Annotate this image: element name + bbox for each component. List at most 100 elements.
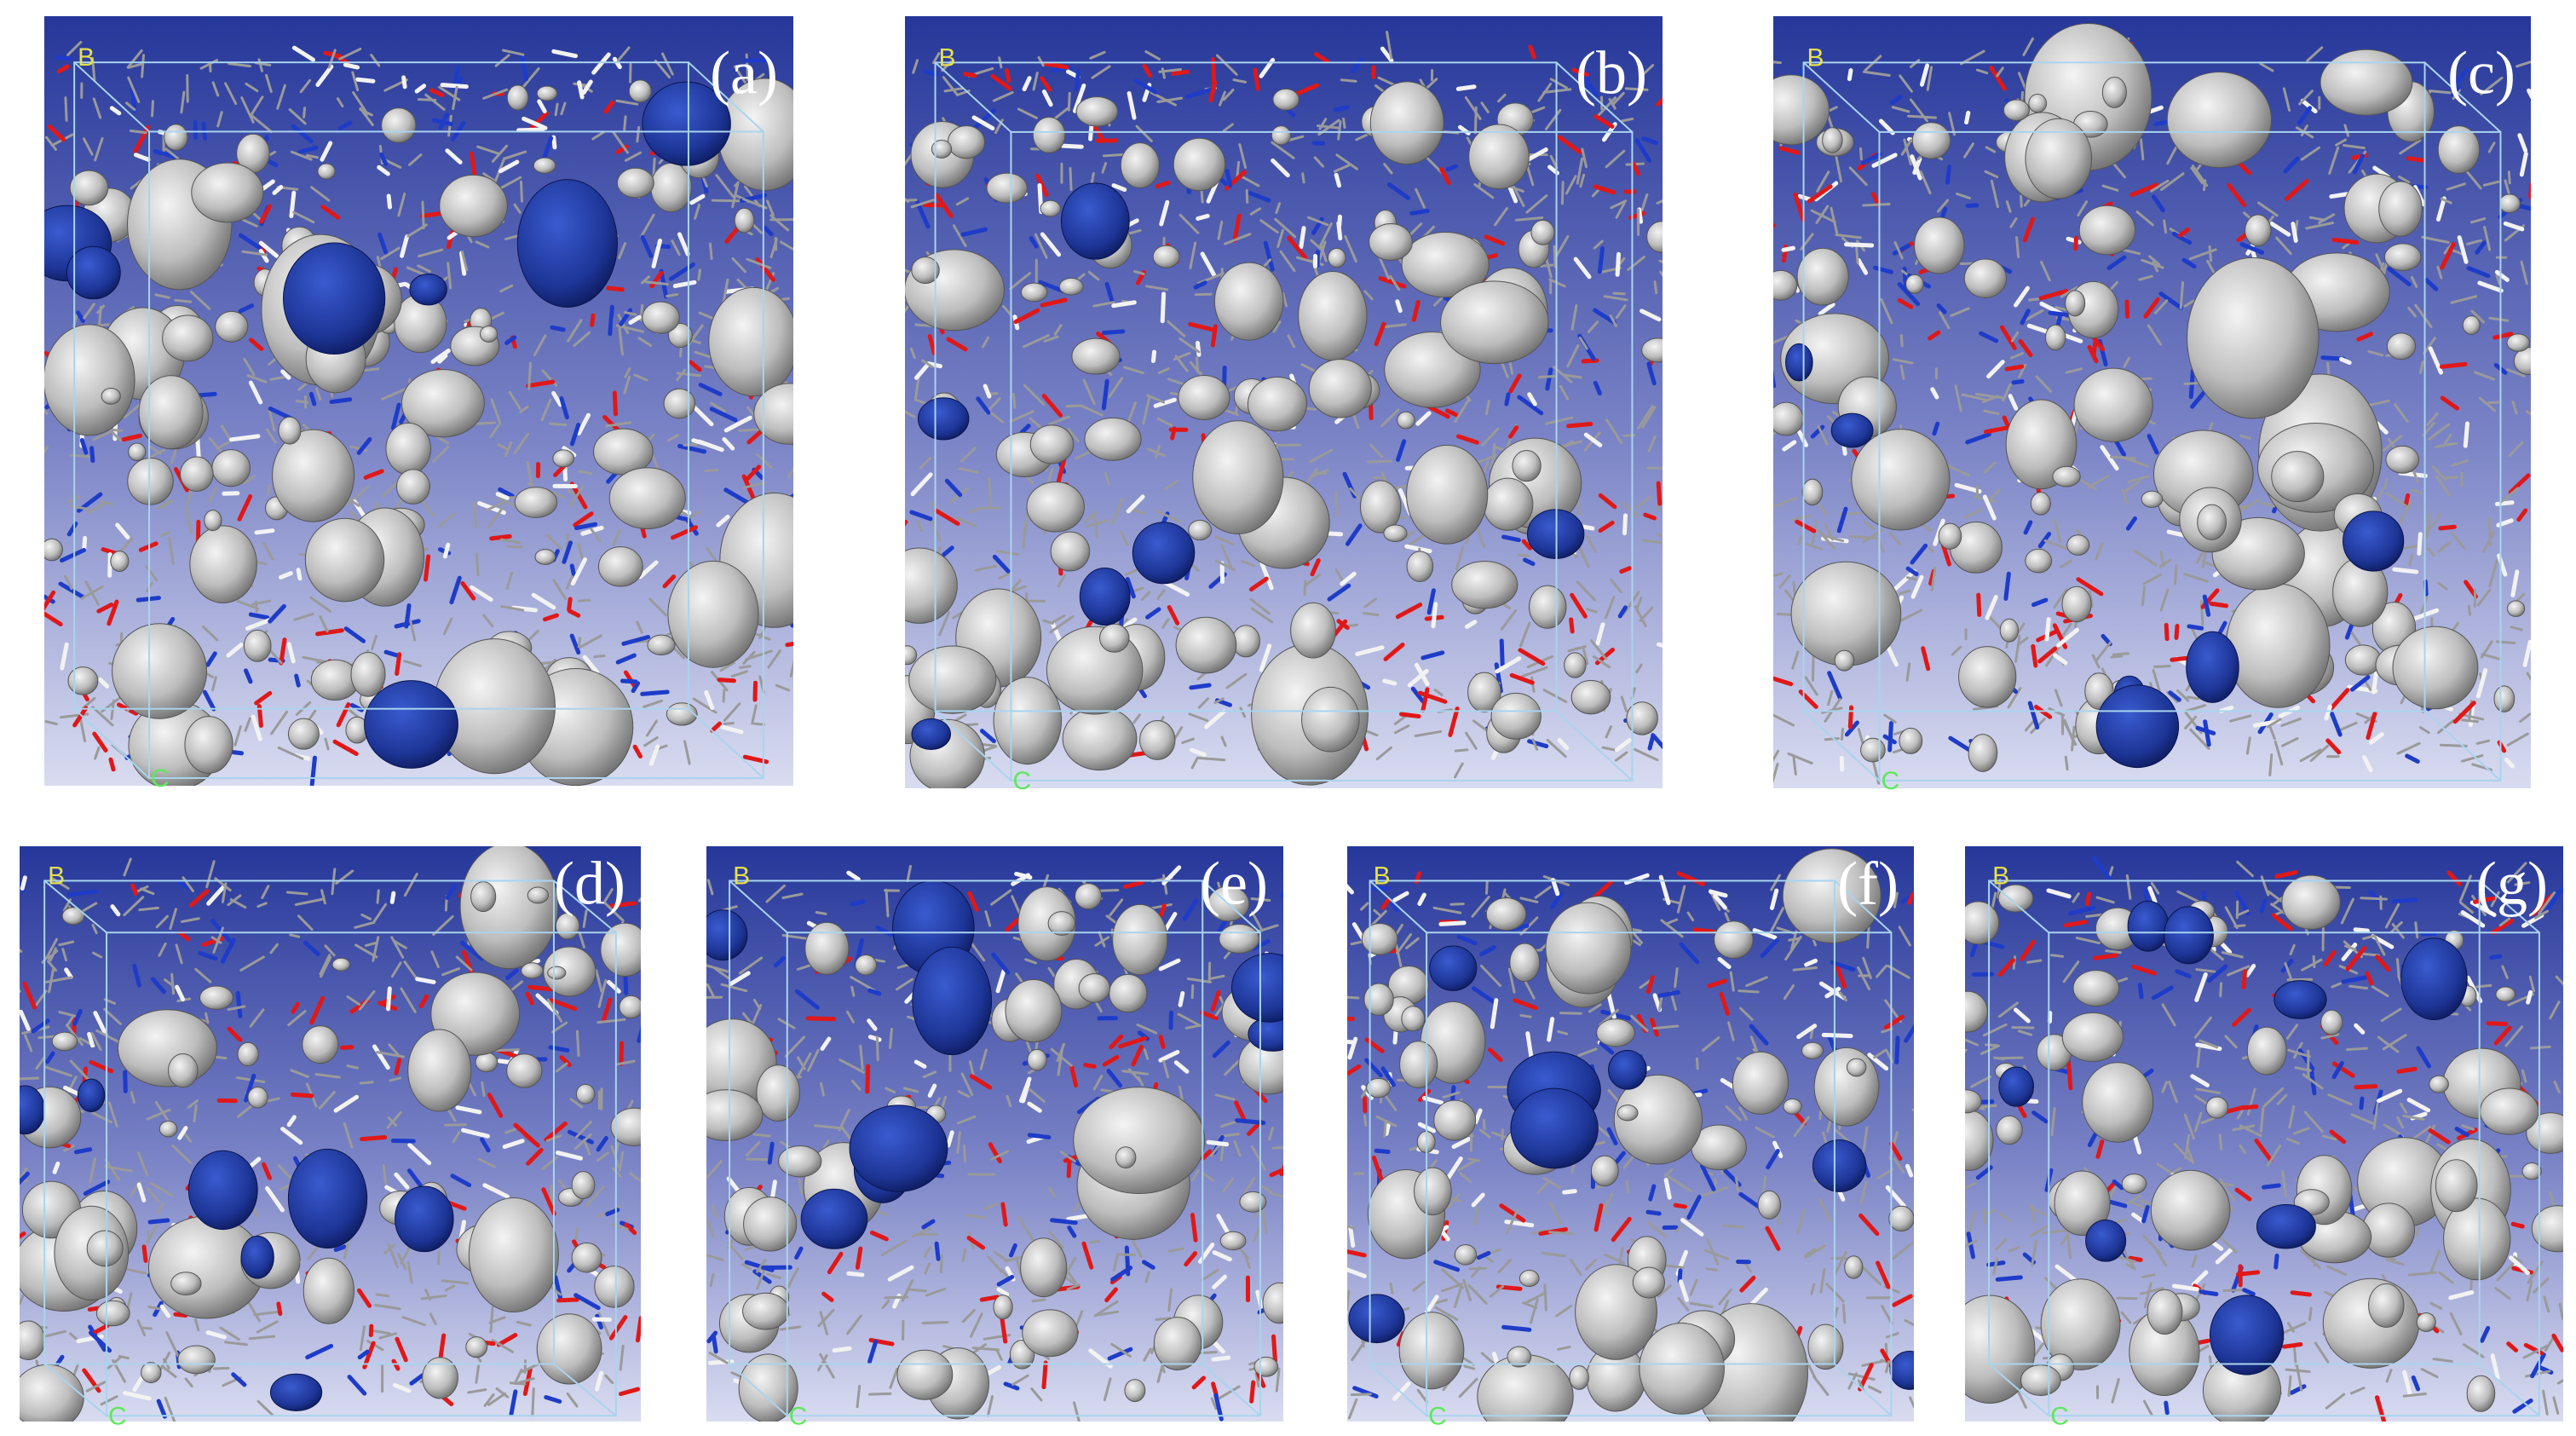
void-blob: [304, 517, 385, 603]
bond: [1371, 1155, 1386, 1185]
bond: [1362, 611, 1380, 617]
bond: [2158, 558, 2172, 568]
bond: [1104, 281, 1115, 303]
bond: [696, 439, 724, 453]
bond: [1181, 737, 1195, 744]
bond: [654, 60, 671, 79]
bond: [2269, 221, 2291, 237]
bond: [1050, 1047, 1073, 1067]
bond: [1315, 471, 1328, 476]
bond: [220, 937, 236, 964]
box-front: [106, 931, 617, 1417]
bond: [1190, 984, 1195, 1000]
bond: [437, 353, 448, 364]
bond: [1548, 278, 1566, 288]
bond: [2188, 248, 2217, 261]
bond: [1212, 1274, 1228, 1289]
bond: [2455, 67, 2469, 85]
bond: [2385, 1258, 2405, 1266]
bond: [1655, 97, 1663, 107]
void-blob: [86, 1230, 124, 1267]
bond: [1211, 1355, 1231, 1362]
bond: [194, 967, 212, 983]
bond: [1337, 120, 1342, 141]
bond: [743, 57, 773, 63]
bond: [269, 943, 279, 954]
bond: [1666, 918, 1679, 925]
bond: [2031, 643, 2038, 668]
bond: [1519, 621, 1531, 648]
bond: [1909, 59, 1921, 68]
bond: [1318, 118, 1328, 130]
bond: [2436, 265, 2443, 280]
bond: [447, 262, 452, 290]
bond: [368, 1324, 374, 1338]
bond: [1778, 146, 1801, 155]
bond: [265, 73, 273, 94]
void-blob: [1613, 1074, 1703, 1165]
bond: [1102, 1054, 1120, 1067]
bond: [1494, 206, 1508, 227]
bond: [1011, 1374, 1029, 1387]
bond: [2229, 714, 2252, 723]
void-blob: [1115, 1146, 1137, 1169]
bond: [1501, 1324, 1532, 1332]
bond: [2031, 1207, 2047, 1216]
bond: [1042, 619, 1054, 626]
bond: [356, 1288, 372, 1308]
bond: [1590, 639, 1608, 660]
bond: [1899, 333, 1904, 348]
bond: [850, 976, 876, 992]
bond: [2368, 732, 2384, 745]
bond: [1911, 1108, 1914, 1112]
bond: [2179, 280, 2185, 309]
bond: [2171, 231, 2193, 245]
bond: [2254, 1138, 2273, 1162]
bond: [108, 757, 116, 772]
bond: [1889, 95, 1903, 106]
bond: [2403, 493, 2411, 508]
bond: [1551, 878, 1560, 897]
bond: [2469, 217, 2487, 224]
bond: [276, 1301, 283, 1317]
void-blob: [1569, 1365, 1589, 1390]
bond: [527, 111, 549, 132]
bond: [475, 552, 480, 577]
void-blob: [1999, 618, 2020, 643]
void-blob: [521, 962, 544, 979]
bond: [1373, 908, 1383, 918]
bond: [2266, 718, 2282, 729]
bond: [2016, 637, 2029, 647]
bond: [2008, 394, 2019, 411]
bond: [35, 1057, 45, 1070]
bond: [64, 967, 73, 979]
bond: [2474, 371, 2496, 381]
bond: [2022, 37, 2034, 56]
bond: [210, 936, 222, 944]
bond: [1907, 114, 1938, 119]
bond: [309, 596, 332, 613]
bond: [56, 64, 70, 74]
bond: [1098, 931, 1106, 948]
bond: [1640, 539, 1663, 545]
bond: [447, 1107, 457, 1122]
void-blob: [905, 645, 918, 666]
bond: [1481, 427, 1500, 447]
bond: [476, 145, 501, 156]
bond: [1156, 417, 1173, 427]
bond: [1092, 1074, 1104, 1091]
bond: [2338, 721, 2358, 731]
bond: [1566, 343, 1580, 368]
bond: [483, 1393, 495, 1407]
bond: [1454, 748, 1469, 753]
bond: [1614, 738, 1632, 753]
void-blob: [993, 1295, 1013, 1320]
bond: [787, 467, 793, 479]
bond: [1781, 245, 1795, 252]
bond: [1892, 1240, 1914, 1260]
bond: [1997, 958, 2015, 978]
bond: [2027, 701, 2040, 730]
bond: [2391, 897, 2418, 904]
bond: [52, 1161, 61, 1174]
bond: [969, 1312, 983, 1338]
